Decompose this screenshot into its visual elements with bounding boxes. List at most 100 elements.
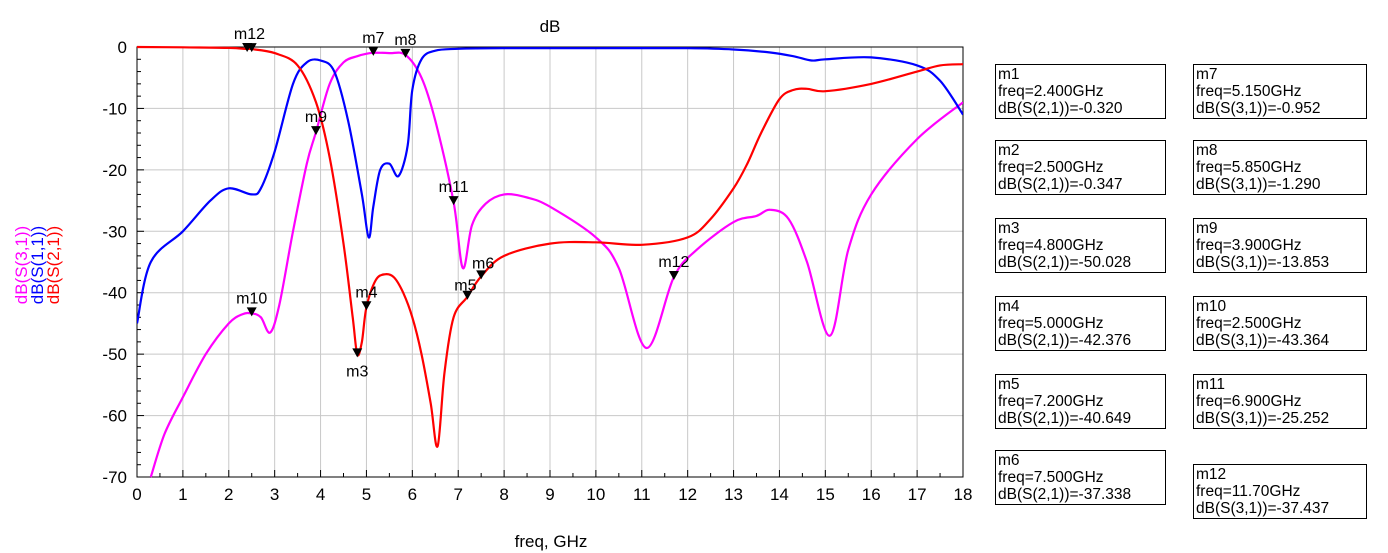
y-tick-label: -20 [102,161,127,180]
readout-value: dB(S(3,1))=-13.853 [1196,254,1330,271]
readout-title: m5 [998,376,1020,393]
marker-label-m12: m12 [658,254,689,271]
readout-value: dB(S(2,1))=-50.028 [998,254,1132,271]
readout-value: dB(S(2,1))=-37.338 [998,486,1132,503]
marker-readout-m2: m2 freq=2.500GHz dB(S(2,1))=-0.347 [995,140,1166,195]
marker-m11 [448,196,459,206]
readout-freq: freq=2.500GHz [998,159,1104,176]
marker-label-m5: m5 [454,278,476,295]
readout-title: m9 [1196,220,1218,237]
readout-value: dB(S(2,1))=-0.347 [998,176,1123,193]
marker-m7 [368,46,379,56]
series-line-dbs21 [137,45,963,448]
x-tick-label: 4 [316,485,325,504]
x-tick-label: 0 [132,485,141,504]
readout-title: m6 [998,452,1020,469]
x-tick-label: 18 [954,485,973,504]
marker-m8 [400,48,411,58]
readout-freq: freq=4.800GHz [998,237,1104,254]
x-tick-label: 9 [545,485,554,504]
readout-value: dB(S(2,1))=-0.320 [998,100,1123,117]
y-axis-label-part: dB(S(3,1)) [12,226,31,304]
x-tick-label: 17 [908,485,927,504]
readout-title: m1 [998,66,1020,83]
y-tick-label: -30 [102,222,127,241]
readout-value: dB(S(3,1))=-25.252 [1196,410,1330,427]
marker-readout-m8: m8 freq=5.850GHz dB(S(3,1))=-1.290 [1193,140,1367,195]
readout-title: m10 [1196,298,1227,315]
x-axis-label: freq, GHz [515,532,588,551]
readout-title: m8 [1196,142,1218,159]
readout-title: m3 [998,220,1020,237]
y-tick-label: -40 [102,284,127,303]
readout-freq: freq=7.200GHz [998,393,1104,410]
readout-value: dB(S(3,1))=-43.364 [1196,332,1330,349]
readout-freq: freq=6.900GHz [1196,393,1302,410]
marker-label-m10: m10 [236,290,267,307]
readout-title: m2 [998,142,1020,159]
marker-m6 [476,270,487,280]
x-tick-label: 5 [362,485,371,504]
marker-label-m8: m8 [394,32,416,49]
readout-freq: freq=2.400GHz [998,83,1104,100]
marker-label-m6: m6 [472,255,494,272]
readout-freq: freq=2.500GHz [1196,315,1302,332]
marker-readout-m6: m6 freq=7.500GHz dB(S(2,1))=-37.338 [995,450,1166,505]
x-tick-label: 3 [270,485,279,504]
marker-readout-m4: m4 freq=5.000GHz dB(S(2,1))=-42.376 [995,296,1166,351]
marker-m9 [310,126,321,136]
marker-m5 [462,290,473,300]
readout-freq: freq=7.500GHz [998,469,1104,486]
marker-label-m4: m4 [355,284,377,301]
marker-label-m1: m12 [234,26,265,43]
marker-label-m11: m11 [439,179,469,196]
marker-label-m7: m7 [362,30,384,47]
marker-readout-m7: m7 freq=5.150GHz dB(S(3,1))=-0.952 [1193,64,1367,119]
x-tick-label: 6 [408,485,417,504]
x-tick-label: 12 [678,485,697,504]
x-tick-label: 7 [453,485,462,504]
marker-readout-m5: m5 freq=7.200GHz dB(S(2,1))=-40.649 [995,374,1166,429]
readout-value: dB(S(3,1))=-37.437 [1196,500,1330,517]
readout-title: m7 [1196,66,1218,83]
marker-readout-m3: m3 freq=4.800GHz dB(S(2,1))=-50.028 [995,218,1166,273]
x-tick-label: 15 [816,485,835,504]
readout-value: dB(S(2,1))=-42.376 [998,332,1132,349]
readout-title: m11 [1196,376,1226,393]
x-tick-label: 2 [224,485,233,504]
marker-readout-m9: m9 freq=3.900GHz dB(S(3,1))=-13.853 [1193,218,1367,273]
marker-readout-m12: m12 freq=11.70GHz dB(S(3,1))=-37.437 [1193,464,1367,519]
readout-value: dB(S(3,1))=-1.290 [1196,176,1321,193]
chart-title: dB [540,17,561,36]
marker-m2 [246,43,257,53]
readout-freq: freq=11.70GHz [1196,483,1301,500]
marker-readout-m1: m1 freq=2.400GHz dB(S(2,1))=-0.320 [995,64,1166,119]
grid [136,46,964,478]
y-tick-label: -50 [102,345,127,364]
x-tick-label: 14 [770,485,789,504]
series-line-dbs11 [137,47,963,324]
marker-m3 [352,348,363,358]
marker-label-m3: m3 [346,363,368,380]
marker-m12 [668,270,679,280]
series-curves [137,45,963,478]
y-tick-label: -70 [102,468,127,487]
x-tick-label: 1 [178,485,187,504]
readout-value: dB(S(2,1))=-40.649 [998,410,1132,427]
markers [242,42,679,358]
x-tick-label: 10 [586,485,605,504]
readout-freq: freq=5.000GHz [998,315,1104,332]
marker-labels: m12 m3 m4 m5 m6 m7 m8 m9 m10 m11 m12 [234,26,690,380]
y-tick-label: 0 [118,38,127,57]
x-tick-label: 13 [724,485,743,504]
y-tick-label: -10 [102,99,127,118]
x-tick-label: 16 [862,485,881,504]
marker-readout-m11: m11 freq=6.900GHz dB(S(3,1))=-25.252 [1193,374,1367,429]
marker-m4 [361,301,372,311]
marker-label-m9: m9 [305,109,327,126]
marker-readout-m10: m10 freq=2.500GHz dB(S(3,1))=-43.364 [1193,296,1367,351]
y-axis-label: dB(S(3,1))dB(S(1,1))dB(S(2,1)) [12,226,63,304]
readout-freq: freq=3.900GHz [1196,237,1302,254]
series-line-dbs31 [149,51,963,478]
